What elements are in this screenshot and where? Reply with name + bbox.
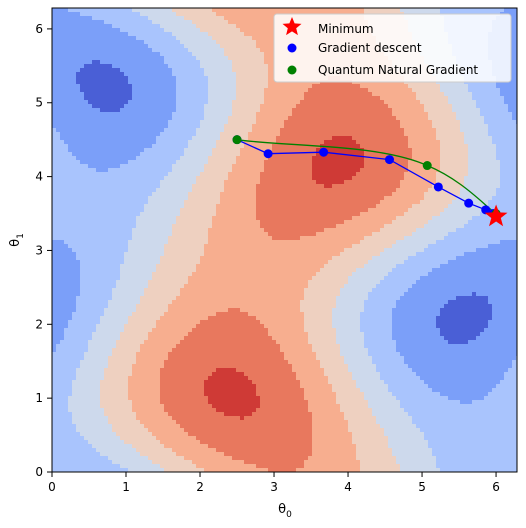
y-tick-label: 4 (35, 170, 43, 184)
x-tick-label: 2 (196, 480, 204, 494)
point-gradient-descent (263, 149, 273, 159)
x-tick-label: 5 (418, 480, 426, 494)
point-gradient-descent (481, 205, 491, 215)
legend: Minimum Gradient descent Quantum Natural… (273, 13, 512, 83)
legend-marker-gradient-descent (287, 43, 297, 53)
legend-label-minimum: Minimum (318, 22, 374, 36)
point-gradient-descent (319, 147, 329, 157)
legend-label-gradient-descent: Gradient descent (318, 41, 422, 55)
point-gradient-descent (384, 155, 394, 165)
legend-box (273, 13, 512, 83)
y-tick-label: 2 (35, 317, 43, 331)
series-line-qng (236, 139, 497, 215)
x-tick-label: 0 (48, 480, 56, 494)
y-axis-ticks: 0 1 2 3 4 5 6 (35, 22, 52, 479)
legend-label-qng: Quantum Natural Gradient (318, 63, 478, 77)
y-tick-label: 5 (35, 96, 43, 110)
x-tick-label: 6 (492, 480, 500, 494)
x-tick-label: 1 (122, 480, 130, 494)
minimum-star-icon (484, 204, 508, 227)
point-qng (422, 161, 432, 171)
x-tick-label: 3 (270, 480, 278, 494)
y-tick-label: 0 (35, 465, 43, 479)
x-axis-ticks: 0 1 2 3 4 5 6 (48, 472, 500, 494)
y-tick-label: 6 (35, 22, 43, 36)
y-tick-label: 1 (35, 391, 43, 405)
point-gradient-descent (433, 182, 443, 192)
point-gradient-descent (464, 198, 474, 208)
legend-marker-qng (287, 65, 297, 75)
x-tick-label: 4 (344, 480, 352, 494)
y-axis-label: θ1 (8, 233, 26, 247)
x-axis-label: θ0 (278, 502, 292, 520)
plot-frame (51, 7, 518, 473)
point-qng (232, 135, 242, 145)
legend-star-icon (282, 17, 302, 36)
y-tick-label: 3 (35, 243, 43, 257)
